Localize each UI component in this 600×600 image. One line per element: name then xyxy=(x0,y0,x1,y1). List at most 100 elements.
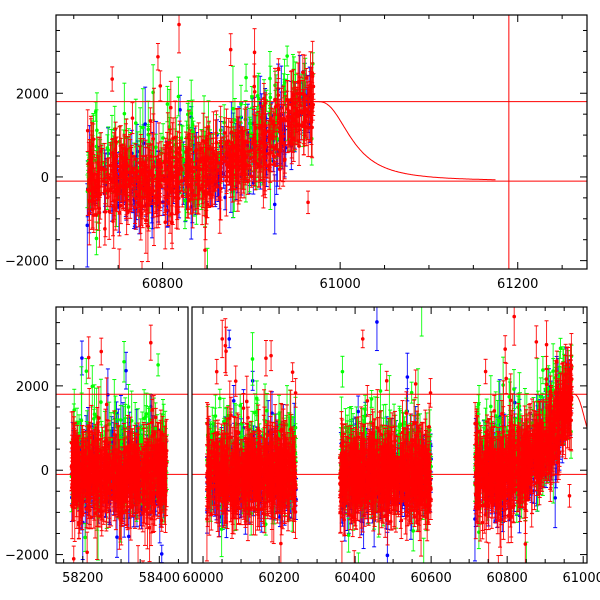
data-marker xyxy=(114,173,119,177)
data-point-red xyxy=(199,135,204,162)
data-marker xyxy=(212,165,216,169)
plot-area xyxy=(56,15,587,269)
data-point-blue xyxy=(272,174,277,235)
data-marker xyxy=(151,137,156,141)
data-point-red xyxy=(151,113,156,165)
data-marker xyxy=(133,196,138,201)
data-marker xyxy=(177,22,181,27)
data-marker xyxy=(161,136,165,140)
data-marker xyxy=(112,189,117,194)
data-marker xyxy=(110,77,114,81)
data-marker xyxy=(228,47,233,52)
data-point-blue xyxy=(143,86,148,162)
data-marker xyxy=(310,74,315,79)
data-point-red xyxy=(228,33,233,67)
data-point-green xyxy=(244,63,249,92)
data-marker xyxy=(276,66,281,71)
data-point-green xyxy=(189,79,194,147)
data-point-red xyxy=(102,212,107,246)
data-marker xyxy=(122,111,127,116)
data-marker xyxy=(143,122,147,126)
data-marker xyxy=(250,95,254,99)
data-point-red xyxy=(207,120,212,147)
data-marker xyxy=(199,146,203,151)
data-marker xyxy=(171,136,175,141)
data-point-red xyxy=(300,54,305,91)
data-marker xyxy=(308,82,313,87)
data-marker xyxy=(260,124,264,129)
data-marker xyxy=(94,144,99,149)
data-marker xyxy=(310,125,314,130)
data-marker xyxy=(193,193,197,198)
data-point-red xyxy=(216,151,221,175)
data-point-red xyxy=(85,109,90,153)
data-point-red xyxy=(125,147,130,211)
data-point-green xyxy=(133,98,138,148)
data-marker xyxy=(231,106,235,111)
data-marker xyxy=(234,158,239,163)
data-point-red xyxy=(306,190,311,215)
data-marker xyxy=(239,102,243,106)
data-marker xyxy=(245,179,250,184)
data-marker xyxy=(85,128,90,133)
data-marker xyxy=(99,149,103,154)
data-point-green xyxy=(248,118,253,137)
data-marker xyxy=(253,159,258,164)
data-marker xyxy=(174,181,179,185)
data-marker xyxy=(146,224,150,228)
data-point-red xyxy=(177,120,182,176)
data-marker xyxy=(130,116,135,120)
data-marker xyxy=(94,236,99,241)
data-marker xyxy=(142,169,146,174)
data-marker xyxy=(269,116,273,120)
data-marker xyxy=(180,194,185,198)
data-point-red xyxy=(253,123,258,170)
data-point-green xyxy=(205,247,210,269)
data-point-green xyxy=(176,76,181,117)
data-point-red xyxy=(268,103,273,133)
data-marker xyxy=(223,131,227,135)
data-marker xyxy=(107,209,111,214)
data-point-red xyxy=(260,108,265,145)
data-marker xyxy=(169,105,173,110)
data-marker xyxy=(154,145,158,150)
data-point-red xyxy=(139,261,144,269)
data-marker xyxy=(233,118,237,122)
data-point-red xyxy=(160,170,165,189)
data-point-red xyxy=(117,248,122,269)
data-marker xyxy=(244,75,248,80)
data-marker xyxy=(194,147,199,152)
data-marker xyxy=(229,130,234,134)
data-marker xyxy=(133,121,138,125)
data-marker xyxy=(117,210,122,215)
data-marker xyxy=(272,202,277,207)
data-marker xyxy=(93,109,98,114)
data-point-green xyxy=(105,134,110,162)
data-marker xyxy=(201,139,206,143)
data-marker xyxy=(252,50,257,55)
data-marker xyxy=(268,76,272,81)
data-point-red xyxy=(128,134,133,211)
data-marker xyxy=(304,76,309,80)
data-marker xyxy=(177,146,182,150)
data-marker xyxy=(221,155,226,159)
data-marker xyxy=(256,147,261,152)
data-marker xyxy=(216,161,220,165)
data-marker xyxy=(248,126,253,130)
data-point-green xyxy=(249,86,254,108)
data-marker xyxy=(283,157,287,162)
data-marker xyxy=(128,170,132,174)
data-point-red xyxy=(99,132,104,171)
data-point-green xyxy=(151,64,156,121)
data-point-red xyxy=(177,15,182,54)
data-point-red xyxy=(168,80,173,135)
data-marker xyxy=(203,248,207,252)
data-marker xyxy=(191,130,196,135)
data-point-red xyxy=(155,42,160,71)
data-marker xyxy=(156,54,160,59)
data-marker xyxy=(165,102,170,106)
data-marker xyxy=(207,131,211,136)
data-point-red xyxy=(130,102,135,135)
